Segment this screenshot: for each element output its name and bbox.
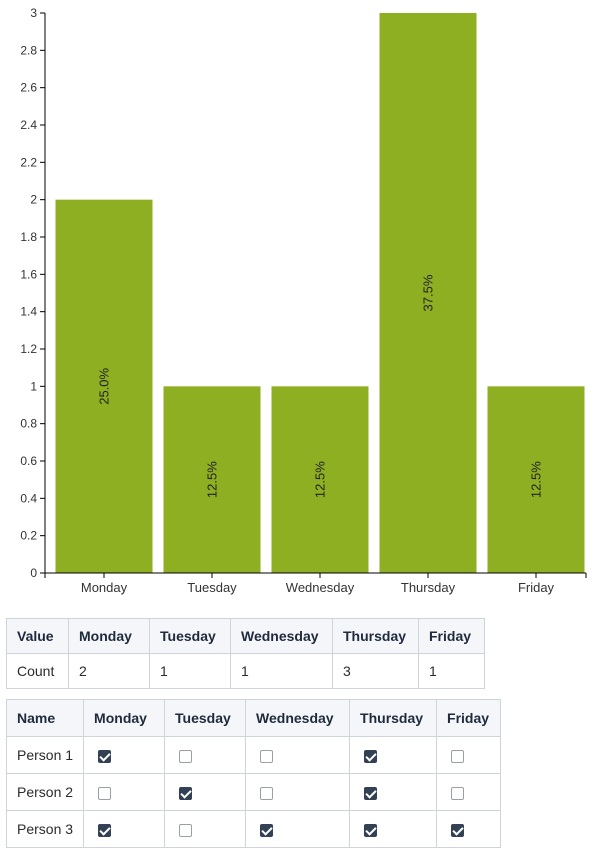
person-header-tuesday: Tuesday <box>164 699 247 737</box>
checkbox-wednesday[interactable] <box>260 749 274 763</box>
checkbox-friday[interactable] <box>451 823 465 837</box>
y-tick-label: 2.4 <box>20 118 37 132</box>
y-tick-label: 2.2 <box>20 155 37 169</box>
person-header-thursday: Thursday <box>349 699 438 737</box>
x-tick-label: Thursday <box>401 580 456 595</box>
bar-label: 12.5% <box>313 461 328 498</box>
person-name: Person 1 <box>5 736 85 774</box>
person-monday-cell <box>83 810 166 848</box>
person-name: Person 3 <box>5 810 85 848</box>
person-tuesday-cell <box>164 736 247 774</box>
y-tick-label: 1.2 <box>20 342 37 356</box>
checkbox-monday[interactable] <box>98 749 112 763</box>
bars: 25.0% 12.5% 12.5% 37.5% 12.5% <box>55 13 585 573</box>
y-tick-label: 0.2 <box>20 529 37 543</box>
y-tick-label: 2 <box>30 193 37 207</box>
person-thursday-cell <box>349 810 438 848</box>
checkbox-wednesday[interactable] <box>260 786 274 800</box>
person-friday-cell <box>436 810 502 848</box>
person-table: Name Monday Tuesday Wednesday Thursday F… <box>5 699 502 848</box>
bar-label: 37.5% <box>421 274 436 311</box>
person-header-monday: Monday <box>83 699 166 737</box>
checkbox-friday[interactable] <box>451 749 465 763</box>
checkbox-wednesday[interactable] <box>260 823 274 837</box>
bar-friday <box>487 386 585 573</box>
table-row: Count 2 1 1 3 1 <box>6 653 485 689</box>
count-table: Value Monday Tuesday Wednesday Thursday … <box>6 618 485 689</box>
person-monday-cell <box>83 736 166 774</box>
person-wednesday-cell <box>245 773 351 811</box>
table-row: Person 1 <box>5 736 502 774</box>
count-tuesday: 1 <box>149 653 231 689</box>
count-table-header-row: Value Monday Tuesday Wednesday Thursday … <box>6 618 485 654</box>
checkbox-tuesday[interactable] <box>179 749 193 763</box>
person-wednesday-cell <box>245 736 351 774</box>
person-table-header-row: Name Monday Tuesday Wednesday Thursday F… <box>5 699 502 737</box>
y-tick-label: 0.4 <box>20 491 37 505</box>
person-name: Person 2 <box>5 773 85 811</box>
y-tick-label: 0.6 <box>20 454 37 468</box>
person-friday-cell <box>436 773 502 811</box>
bar-thursday <box>379 13 477 573</box>
y-tick-label: 2.6 <box>20 81 37 95</box>
x-axis: Monday Tuesday Wednesday Thursday Friday <box>44 572 587 595</box>
person-table-body: Person 1 Person 2 Person 3 <box>5 736 502 848</box>
bar-monday <box>55 199 153 573</box>
y-tick-label: 3 <box>30 6 37 20</box>
count-header-wednesday: Wednesday <box>230 618 333 654</box>
person-header-wednesday: Wednesday <box>245 699 351 737</box>
x-tick-label: Friday <box>518 580 555 595</box>
bar-label: 12.5% <box>205 461 220 498</box>
y-tick-label: 0 <box>30 566 37 580</box>
table-row: Person 2 <box>5 773 502 811</box>
y-tick-label: 1.6 <box>20 267 37 281</box>
checkbox-thursday[interactable] <box>364 749 378 763</box>
count-header-tuesday: Tuesday <box>149 618 231 654</box>
checkbox-monday[interactable] <box>98 786 112 800</box>
count-row-label: Count <box>6 653 69 689</box>
count-monday: 2 <box>68 653 150 689</box>
checkbox-friday[interactable] <box>451 786 465 800</box>
x-tick-label: Monday <box>81 580 128 595</box>
person-thursday-cell <box>349 773 438 811</box>
y-tick-label: 1 <box>30 379 37 393</box>
person-thursday-cell <box>349 736 438 774</box>
person-header-friday: Friday <box>436 699 502 737</box>
table-row: Person 3 <box>5 810 502 848</box>
bar-label: 12.5% <box>529 461 544 498</box>
y-tick-label: 1.4 <box>20 305 37 319</box>
count-header-thursday: Thursday <box>332 618 419 654</box>
y-tick-label: 0.8 <box>20 417 37 431</box>
count-friday: 1 <box>418 653 485 689</box>
bar-tuesday <box>163 386 261 573</box>
bar-label: 25.0% <box>97 367 112 404</box>
bar-wednesday <box>271 386 369 573</box>
y-tick-label: 2.8 <box>20 43 37 57</box>
person-monday-cell <box>83 773 166 811</box>
x-tick-label: Wednesday <box>286 580 355 595</box>
checkbox-monday[interactable] <box>98 823 112 837</box>
person-header-name: Name <box>5 699 85 737</box>
person-tuesday-cell <box>164 810 247 848</box>
bar-chart: 0 0.2 0.4 0.6 0.8 1 1.2 1.4 1.6 1.8 2 2.2 2.4 2.6 2.8 3… <box>20 6 587 595</box>
count-header-value: Value <box>6 618 69 654</box>
bar-chart-svg: 0 0.2 0.4 0.6 0.8 1 1.2 1.4 1.6 1.8 2 2.2 2.4 2.6 2.8 3… <box>20 6 587 595</box>
count-header-friday: Friday <box>418 618 485 654</box>
y-axis: 0 0.2 0.4 0.6 0.8 1 1.2 1.4 1.6 1.8 2 2.2 2.4 2.6 2.8 3 <box>20 6 46 580</box>
person-tuesday-cell <box>164 773 247 811</box>
person-wednesday-cell <box>245 810 351 848</box>
checkbox-thursday[interactable] <box>364 823 378 837</box>
person-friday-cell <box>436 736 502 774</box>
count-header-monday: Monday <box>68 618 150 654</box>
checkbox-tuesday[interactable] <box>179 786 193 800</box>
checkbox-thursday[interactable] <box>364 786 378 800</box>
checkbox-tuesday[interactable] <box>179 823 193 837</box>
count-wednesday: 1 <box>230 653 333 689</box>
y-tick-label: 1.8 <box>20 230 37 244</box>
x-tick-label: Tuesday <box>187 580 237 595</box>
count-thursday: 3 <box>332 653 419 689</box>
